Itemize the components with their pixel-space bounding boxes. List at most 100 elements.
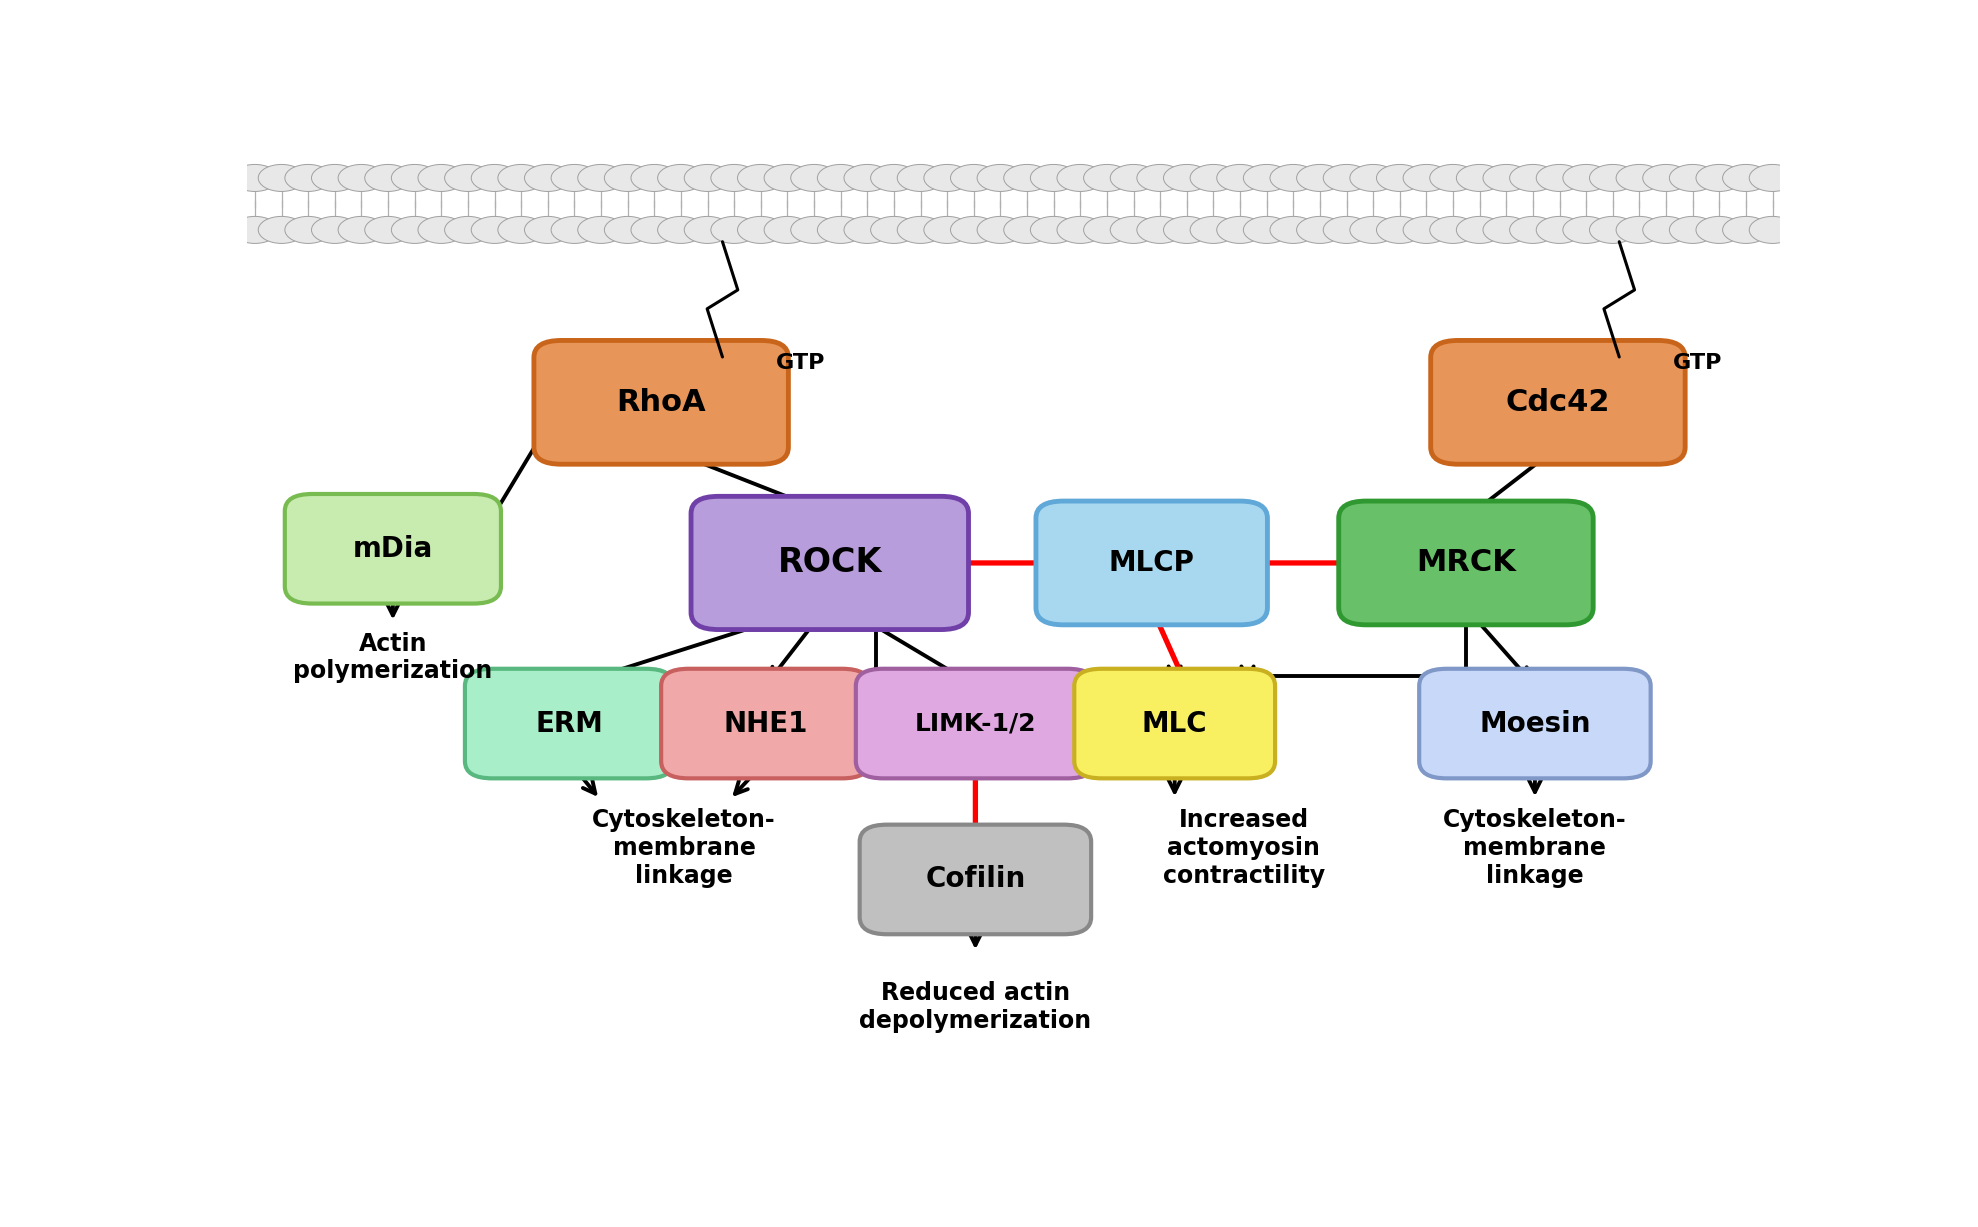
Text: Cofilin: Cofilin [926, 865, 1025, 893]
Ellipse shape [791, 216, 837, 243]
Ellipse shape [1484, 216, 1529, 243]
Ellipse shape [710, 164, 758, 191]
Ellipse shape [1110, 164, 1157, 191]
Ellipse shape [1590, 164, 1636, 191]
Ellipse shape [845, 216, 890, 243]
Text: LIMK-1/2: LIMK-1/2 [914, 712, 1036, 735]
Ellipse shape [1563, 164, 1610, 191]
FancyBboxPatch shape [1036, 501, 1268, 625]
Ellipse shape [1216, 216, 1264, 243]
Ellipse shape [338, 164, 384, 191]
Ellipse shape [870, 216, 918, 243]
Ellipse shape [1644, 164, 1689, 191]
Ellipse shape [311, 164, 358, 191]
Ellipse shape [1056, 216, 1104, 243]
Ellipse shape [259, 164, 305, 191]
Ellipse shape [1402, 164, 1450, 191]
Ellipse shape [1456, 164, 1503, 191]
Ellipse shape [392, 164, 437, 191]
Ellipse shape [1056, 164, 1104, 191]
Ellipse shape [1669, 164, 1717, 191]
Ellipse shape [524, 216, 572, 243]
FancyBboxPatch shape [1430, 340, 1685, 464]
Ellipse shape [1749, 216, 1796, 243]
Ellipse shape [738, 216, 783, 243]
Ellipse shape [631, 164, 678, 191]
Text: ERM: ERM [536, 709, 603, 737]
Ellipse shape [817, 164, 864, 191]
Ellipse shape [231, 216, 279, 243]
Ellipse shape [951, 216, 997, 243]
Ellipse shape [684, 164, 730, 191]
Ellipse shape [1509, 216, 1557, 243]
Text: Actin
polymerization: Actin polymerization [293, 632, 493, 683]
Text: Moesin: Moesin [1480, 709, 1590, 737]
Text: RhoA: RhoA [617, 388, 706, 417]
Ellipse shape [285, 164, 332, 191]
Ellipse shape [1590, 216, 1636, 243]
Ellipse shape [231, 164, 279, 191]
Ellipse shape [1298, 216, 1343, 243]
FancyBboxPatch shape [465, 669, 673, 778]
Ellipse shape [764, 164, 811, 191]
Ellipse shape [445, 216, 491, 243]
FancyBboxPatch shape [690, 497, 969, 629]
Ellipse shape [1298, 164, 1343, 191]
Ellipse shape [1163, 164, 1211, 191]
Ellipse shape [710, 216, 758, 243]
Ellipse shape [1723, 164, 1768, 191]
Ellipse shape [1377, 164, 1422, 191]
Ellipse shape [1537, 164, 1582, 191]
Ellipse shape [471, 216, 518, 243]
Ellipse shape [338, 216, 384, 243]
Ellipse shape [898, 216, 944, 243]
Ellipse shape [870, 164, 918, 191]
Ellipse shape [817, 216, 864, 243]
Ellipse shape [1616, 164, 1663, 191]
Ellipse shape [1031, 216, 1076, 243]
Ellipse shape [1191, 216, 1236, 243]
Ellipse shape [1723, 216, 1768, 243]
Ellipse shape [657, 164, 704, 191]
FancyBboxPatch shape [1074, 669, 1276, 778]
Ellipse shape [845, 164, 890, 191]
Ellipse shape [1349, 216, 1396, 243]
Ellipse shape [898, 164, 944, 191]
Ellipse shape [1377, 216, 1422, 243]
FancyBboxPatch shape [860, 825, 1092, 934]
Ellipse shape [1616, 216, 1663, 243]
Ellipse shape [764, 216, 811, 243]
Ellipse shape [1323, 216, 1371, 243]
Ellipse shape [1191, 164, 1236, 191]
Ellipse shape [285, 216, 332, 243]
FancyBboxPatch shape [856, 669, 1096, 778]
Ellipse shape [1323, 164, 1371, 191]
Ellipse shape [1270, 216, 1317, 243]
Ellipse shape [1244, 164, 1290, 191]
Ellipse shape [1137, 216, 1183, 243]
Ellipse shape [445, 164, 491, 191]
Ellipse shape [498, 164, 544, 191]
Text: Cytoskeleton-
membrane
linkage: Cytoskeleton- membrane linkage [1444, 809, 1626, 888]
Ellipse shape [552, 164, 597, 191]
Ellipse shape [1695, 164, 1743, 191]
Text: Increased
actomyosin
contractility: Increased actomyosin contractility [1163, 809, 1325, 888]
Ellipse shape [1563, 216, 1610, 243]
Ellipse shape [417, 164, 465, 191]
Ellipse shape [1537, 216, 1582, 243]
Text: Reduced actin
depolymerization: Reduced actin depolymerization [858, 982, 1092, 1033]
FancyBboxPatch shape [1418, 669, 1652, 778]
Ellipse shape [1749, 164, 1796, 191]
Ellipse shape [1402, 216, 1450, 243]
Ellipse shape [605, 216, 651, 243]
Ellipse shape [417, 216, 465, 243]
Ellipse shape [392, 216, 437, 243]
Ellipse shape [1484, 164, 1529, 191]
Ellipse shape [498, 216, 544, 243]
Ellipse shape [259, 216, 305, 243]
Ellipse shape [1430, 164, 1476, 191]
Ellipse shape [578, 216, 625, 243]
Ellipse shape [1270, 164, 1317, 191]
Ellipse shape [1244, 216, 1290, 243]
Ellipse shape [1031, 164, 1076, 191]
